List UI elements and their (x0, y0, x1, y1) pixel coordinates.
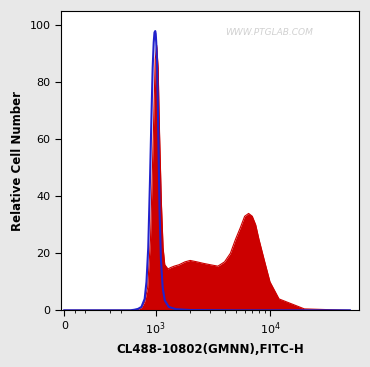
X-axis label: CL488-10802(GMNN),FITC-H: CL488-10802(GMNN),FITC-H (116, 343, 304, 356)
Y-axis label: Relative Cell Number: Relative Cell Number (11, 91, 24, 231)
Text: WWW.PTGLAB.COM: WWW.PTGLAB.COM (226, 28, 313, 37)
